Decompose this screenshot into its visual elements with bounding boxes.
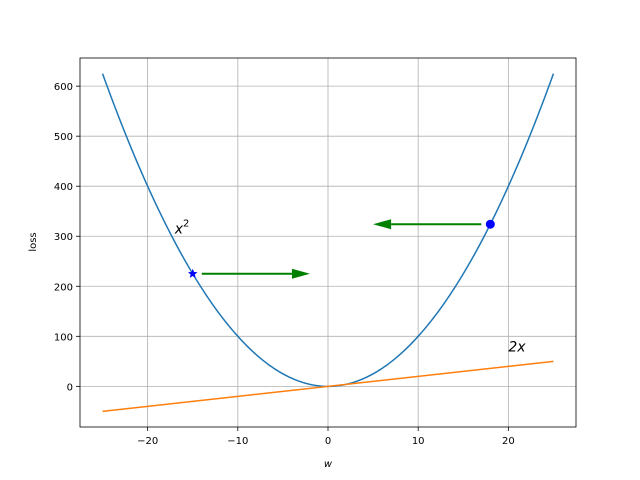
series-group <box>101 73 555 413</box>
x-axis-label: w <box>324 459 333 470</box>
x-tick-label: −20 <box>137 436 158 447</box>
y-axis-label: loss <box>28 232 39 251</box>
x-tick-label: 10 <box>412 436 425 447</box>
annotation-text: 2x <box>508 339 526 355</box>
x-tick-label: 0 <box>325 436 331 447</box>
y-tick-label: 300 <box>54 232 73 243</box>
y-tick-label: 400 <box>54 182 73 193</box>
y-tick-label: 100 <box>54 332 73 343</box>
annotation-text: x <box>174 222 184 238</box>
y-tick-label: 600 <box>54 82 73 93</box>
annotation-superscript: 2 <box>183 219 189 230</box>
y-tick-label: 200 <box>54 282 73 293</box>
arrow-head-2 <box>373 219 392 230</box>
x-tick-label: −10 <box>227 436 248 447</box>
annotation-label-1: x2 <box>174 219 190 238</box>
arrow-head-1 <box>291 268 310 279</box>
annotation-label-2: 2x <box>508 339 526 355</box>
x-tick-label: 20 <box>502 436 515 447</box>
point-circle-marker <box>485 219 495 229</box>
y-tick-label: 500 <box>54 132 73 143</box>
point-star-marker <box>187 268 198 278</box>
series-line-2 <box>102 360 554 413</box>
y-tick-label: 0 <box>67 382 73 393</box>
arrows-group <box>201 219 482 279</box>
points-group <box>187 219 495 278</box>
grid <box>80 58 576 427</box>
